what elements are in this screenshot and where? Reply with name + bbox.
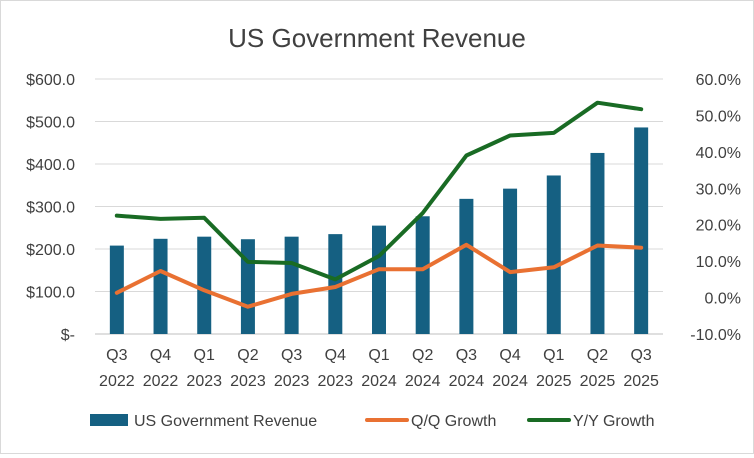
left-tick-label: $200.0	[26, 242, 75, 259]
bar	[634, 127, 649, 334]
x-tick-quarter: Q4	[499, 347, 520, 364]
chart-title: US Government Revenue	[228, 23, 526, 53]
bar	[284, 236, 299, 334]
x-tick-year: 2022	[143, 373, 179, 390]
legend: US Government Revenue Q/Q Growth Y/Y Growt…	[90, 413, 655, 430]
bar	[372, 225, 386, 334]
series-line	[114, 100, 644, 282]
bar	[503, 188, 518, 334]
x-tick-quarter: Q3	[456, 347, 477, 364]
bar	[109, 245, 124, 334]
left-tick-label: $300.0	[26, 200, 75, 217]
left-tick-label: $-	[61, 327, 75, 344]
bar	[240, 239, 255, 334]
x-tick-quarter: Q3	[106, 347, 127, 364]
x-tick-year: 2025	[580, 373, 616, 390]
x-tick-quarter: Q1	[194, 347, 215, 364]
x-tick-year: 2025	[536, 373, 572, 390]
x-tick-quarter: Q4	[325, 347, 346, 364]
x-tick-year: 2024	[361, 373, 397, 390]
bar	[546, 175, 561, 334]
x-tick-quarter: Q1	[368, 347, 389, 364]
right-tick-label: 20.0%	[696, 218, 741, 235]
x-tick-year: 2024	[492, 373, 528, 390]
right-tick-label: 0.0%	[705, 291, 741, 308]
right-tick-label: 50.0%	[696, 108, 741, 125]
x-tick-year: 2024	[405, 373, 441, 390]
x-tick-quarter: Q4	[150, 347, 171, 364]
left-tick-label: $600.0	[26, 72, 75, 89]
right-axis: -10.0% 0.0% 10.0% 20.0% 30.0% 40.0% 50.0% 60.0%	[690, 72, 741, 344]
left-tick-label: $100.0	[26, 285, 75, 302]
x-tick-year: 2023	[318, 373, 354, 390]
left-tick-label: $500.0	[26, 115, 75, 132]
bar	[459, 198, 474, 334]
right-tick-label: -10.0%	[690, 327, 741, 344]
legend-label: Q/Q Growth	[411, 413, 496, 430]
bars	[109, 127, 649, 334]
right-tick-label: 40.0%	[696, 145, 741, 162]
right-tick-label: 60.0%	[696, 72, 741, 89]
left-axis: $- $100.0 $200.0 $300.0 $400.0 $500.0 $600.0	[26, 72, 75, 344]
x-tick-year: 2023	[186, 373, 222, 390]
x-tick-year: 2025	[623, 373, 659, 390]
lines	[114, 100, 644, 309]
x-tick-quarter: Q2	[412, 347, 433, 364]
x-tick-quarter: Q3	[630, 347, 651, 364]
bar	[415, 216, 430, 334]
series-line	[114, 242, 644, 309]
x-tick-quarter: Q2	[587, 347, 608, 364]
x-tick-year: 2023	[230, 373, 266, 390]
legend-label: US Government Revenue	[134, 413, 317, 430]
bar	[153, 238, 168, 334]
legend-label: Y/Y Growth	[573, 413, 655, 430]
x-tick-year: 2022	[99, 373, 135, 390]
x-axis: Q3 2022 Q4 2022 Q1 2023 Q2 2023 Q3 2023 Q4 2023 Q1 20…	[99, 347, 659, 390]
x-tick-year: 2023	[274, 373, 310, 390]
legend-swatch	[90, 414, 128, 426]
x-tick-quarter: Q1	[543, 347, 564, 364]
x-tick-quarter: Q2	[237, 347, 258, 364]
bar	[590, 152, 605, 334]
left-tick-label: $400.0	[26, 157, 75, 174]
bar	[197, 236, 212, 334]
bar	[328, 234, 343, 334]
x-tick-year: 2024	[449, 373, 485, 390]
right-tick-label: 30.0%	[696, 181, 741, 198]
x-tick-quarter: Q3	[281, 347, 302, 364]
right-tick-label: 10.0%	[696, 254, 741, 271]
